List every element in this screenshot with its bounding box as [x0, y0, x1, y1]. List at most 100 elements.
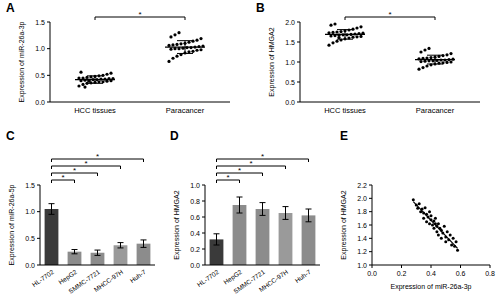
dot — [169, 48, 172, 51]
dot — [191, 50, 194, 53]
y-tick — [369, 225, 372, 226]
significance-label: * — [249, 159, 252, 168]
y-axis — [40, 185, 41, 265]
y-tick-label: 2.2 — [357, 182, 367, 189]
dot — [331, 31, 334, 34]
bar — [45, 209, 59, 265]
dot — [329, 24, 332, 27]
dot — [81, 83, 84, 86]
dot — [423, 48, 426, 51]
x-axis — [50, 102, 230, 103]
y-axis-label: Expression of miR-26a-3p — [18, 21, 26, 102]
significance-label: * — [388, 10, 391, 19]
sd-bar — [427, 55, 443, 64]
bar — [233, 205, 247, 265]
point — [435, 230, 438, 233]
error-bar — [260, 203, 266, 216]
category-label: HL-7702 — [31, 268, 56, 288]
x-tick — [490, 265, 491, 268]
y-tick-label: 1.0 — [190, 182, 200, 189]
dot — [351, 36, 354, 39]
dot — [429, 56, 432, 59]
point — [428, 210, 431, 213]
y-axis-label: Expression of HMGA2 — [173, 190, 181, 259]
sd-bar — [337, 30, 353, 40]
point — [446, 230, 449, 233]
y-tick — [47, 102, 50, 103]
y-tick — [47, 48, 50, 49]
y-tick — [297, 102, 300, 103]
dot — [421, 66, 424, 69]
y-tick — [202, 185, 205, 186]
y-tick-label: 1.5 — [35, 19, 45, 26]
significance-label: * — [61, 173, 64, 182]
dot — [109, 72, 112, 75]
x-tick — [460, 265, 461, 268]
point — [440, 237, 443, 240]
error-bar — [49, 204, 55, 215]
point — [422, 217, 425, 220]
dot — [171, 57, 174, 60]
category-label: Paracancer — [416, 106, 455, 115]
dot — [77, 84, 80, 87]
point — [434, 217, 437, 220]
y-tick-label: 0.5 — [285, 79, 295, 86]
point — [449, 234, 452, 237]
y-tick-label: 1.0 — [25, 208, 35, 215]
x-tick-label: 0.6 — [456, 270, 466, 277]
point — [455, 240, 458, 243]
y-tick — [47, 75, 50, 76]
bar — [279, 213, 293, 265]
dot — [175, 43, 178, 46]
significance-label: * — [238, 166, 241, 175]
error-bar — [95, 250, 101, 255]
y-tick-label: 0.0 — [285, 99, 295, 106]
plot-marks — [75, 31, 205, 89]
y-tick — [202, 201, 205, 202]
dot — [173, 33, 176, 36]
category-label: Paracancer — [166, 106, 205, 115]
point — [425, 220, 428, 223]
error-bar — [72, 250, 78, 254]
dot — [417, 68, 420, 71]
significance-label: * — [138, 10, 141, 19]
fit-line — [413, 202, 457, 249]
error-bar — [306, 209, 312, 222]
dot — [167, 60, 170, 63]
error-bar — [214, 234, 220, 245]
point — [418, 202, 421, 205]
category-label: HCC tissues — [324, 106, 366, 115]
x-axis — [40, 265, 155, 266]
significance-label: * — [261, 152, 264, 161]
point — [412, 198, 415, 201]
panel-letter: E — [340, 129, 348, 143]
category-label: HL-7702 — [196, 268, 221, 288]
dot — [427, 47, 430, 50]
dot — [355, 26, 358, 29]
y-tick — [202, 249, 205, 250]
panel-b: B0.00.51.01.52.0Expression of HMGA2HCC t… — [256, 1, 480, 115]
y-tick — [297, 42, 300, 43]
y-tick — [37, 211, 40, 212]
dot — [445, 53, 448, 56]
y-tick-label: 0.8 — [190, 198, 200, 205]
y-tick — [47, 22, 50, 23]
panel-d: D0.00.20.40.60.81.0Expression of HMGA2HL… — [170, 129, 320, 295]
significance-label: * — [84, 159, 87, 168]
point — [456, 249, 459, 252]
y-tick-label: 0.0 — [35, 99, 45, 106]
x-axis — [300, 102, 480, 103]
dot — [335, 30, 338, 33]
significance-label: * — [226, 173, 229, 182]
dot — [359, 25, 362, 28]
dot — [191, 40, 194, 43]
y-axis-label: Expression of HMGA2 — [268, 27, 276, 96]
y-tick — [369, 185, 372, 186]
panel-letter: B — [256, 1, 265, 15]
y-tick-label: 1.6 — [357, 222, 367, 229]
y-tick — [37, 238, 40, 239]
panel-c: C0.00.51.01.5Expression of miR-26a-5pHL-… — [6, 129, 155, 295]
y-tick-label: 1.0 — [357, 262, 367, 269]
point — [452, 237, 455, 240]
dot — [355, 35, 358, 38]
